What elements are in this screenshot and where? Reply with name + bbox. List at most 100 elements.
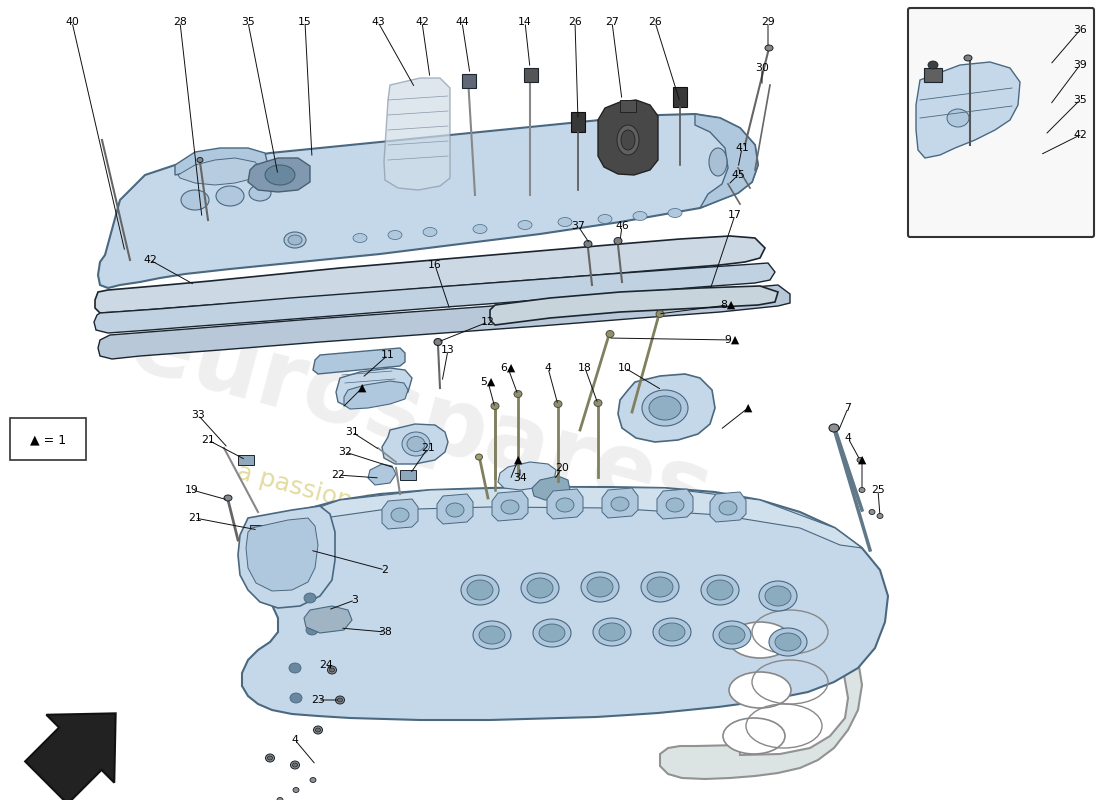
Ellipse shape bbox=[558, 218, 572, 226]
Text: 17: 17 bbox=[728, 210, 741, 220]
Polygon shape bbox=[368, 464, 396, 485]
Ellipse shape bbox=[197, 158, 204, 162]
Text: 8▲: 8▲ bbox=[720, 300, 736, 310]
Ellipse shape bbox=[606, 330, 614, 338]
Polygon shape bbox=[314, 348, 405, 374]
Ellipse shape bbox=[877, 514, 883, 518]
Ellipse shape bbox=[527, 578, 553, 598]
Polygon shape bbox=[695, 114, 758, 208]
Ellipse shape bbox=[556, 498, 574, 512]
Text: 10: 10 bbox=[618, 363, 631, 373]
Ellipse shape bbox=[764, 586, 791, 606]
Ellipse shape bbox=[289, 663, 301, 673]
Text: 5▲: 5▲ bbox=[481, 377, 496, 387]
Ellipse shape bbox=[328, 666, 337, 674]
Ellipse shape bbox=[514, 390, 522, 398]
Ellipse shape bbox=[353, 234, 367, 242]
Text: 39: 39 bbox=[1074, 60, 1087, 70]
Polygon shape bbox=[598, 100, 658, 175]
Ellipse shape bbox=[336, 696, 344, 704]
Text: a passion for parts since 1985: a passion for parts since 1985 bbox=[234, 459, 606, 581]
Text: 15: 15 bbox=[298, 17, 312, 27]
Ellipse shape bbox=[434, 338, 442, 346]
Bar bbox=[924, 68, 942, 82]
Text: 38: 38 bbox=[378, 627, 392, 637]
Ellipse shape bbox=[594, 399, 602, 406]
Text: 20: 20 bbox=[556, 463, 569, 473]
Text: 6▲: 6▲ bbox=[500, 363, 516, 373]
Text: 4: 4 bbox=[292, 735, 298, 745]
Text: 9▲: 9▲ bbox=[725, 335, 739, 345]
Ellipse shape bbox=[769, 628, 807, 656]
Ellipse shape bbox=[701, 575, 739, 605]
Text: 19: 19 bbox=[185, 485, 199, 495]
Bar bbox=[524, 68, 538, 82]
Ellipse shape bbox=[316, 728, 320, 732]
Text: 27: 27 bbox=[605, 17, 619, 27]
Text: 3: 3 bbox=[352, 595, 359, 605]
Text: 35: 35 bbox=[241, 17, 255, 27]
Ellipse shape bbox=[539, 624, 565, 642]
Ellipse shape bbox=[424, 227, 437, 237]
Polygon shape bbox=[246, 518, 318, 591]
FancyBboxPatch shape bbox=[908, 8, 1094, 237]
Ellipse shape bbox=[947, 109, 969, 127]
Ellipse shape bbox=[265, 165, 295, 185]
Text: 28: 28 bbox=[173, 17, 187, 27]
Text: 34: 34 bbox=[513, 473, 527, 483]
Text: ▲: ▲ bbox=[858, 455, 866, 465]
Ellipse shape bbox=[647, 577, 673, 597]
Ellipse shape bbox=[632, 211, 647, 221]
Text: 29: 29 bbox=[761, 17, 774, 27]
Ellipse shape bbox=[293, 763, 297, 767]
Polygon shape bbox=[175, 148, 268, 175]
Polygon shape bbox=[532, 476, 570, 500]
Ellipse shape bbox=[284, 232, 306, 248]
Text: 44: 44 bbox=[455, 17, 469, 27]
Polygon shape bbox=[94, 263, 776, 333]
Bar bbox=[250, 525, 266, 535]
Text: 35: 35 bbox=[1074, 95, 1087, 105]
Ellipse shape bbox=[277, 798, 283, 800]
Ellipse shape bbox=[719, 626, 745, 644]
Ellipse shape bbox=[776, 633, 801, 651]
Text: 32: 32 bbox=[338, 447, 352, 457]
Ellipse shape bbox=[641, 572, 679, 602]
Polygon shape bbox=[660, 592, 862, 779]
Text: 7: 7 bbox=[845, 403, 851, 413]
Ellipse shape bbox=[729, 672, 791, 708]
Text: 24: 24 bbox=[319, 660, 333, 670]
Ellipse shape bbox=[265, 754, 275, 762]
Ellipse shape bbox=[402, 432, 430, 456]
Ellipse shape bbox=[216, 186, 244, 206]
Polygon shape bbox=[242, 487, 888, 720]
Bar bbox=[571, 112, 585, 132]
Polygon shape bbox=[602, 488, 638, 518]
Ellipse shape bbox=[388, 230, 401, 239]
Ellipse shape bbox=[290, 693, 303, 703]
Polygon shape bbox=[618, 374, 715, 442]
Ellipse shape bbox=[649, 396, 681, 420]
Text: 25: 25 bbox=[871, 485, 884, 495]
Polygon shape bbox=[304, 606, 352, 633]
Ellipse shape bbox=[857, 458, 864, 462]
Text: 40: 40 bbox=[65, 17, 79, 27]
Polygon shape bbox=[498, 462, 556, 490]
Text: 30: 30 bbox=[755, 63, 769, 73]
Text: 18: 18 bbox=[579, 363, 592, 373]
Ellipse shape bbox=[518, 221, 532, 230]
Polygon shape bbox=[288, 487, 862, 548]
Ellipse shape bbox=[710, 148, 727, 176]
Ellipse shape bbox=[338, 698, 342, 702]
Bar bbox=[673, 87, 688, 107]
Text: 14: 14 bbox=[518, 17, 532, 27]
Ellipse shape bbox=[310, 778, 316, 782]
Text: eurospares: eurospares bbox=[120, 298, 720, 542]
Text: 46: 46 bbox=[615, 221, 629, 231]
Ellipse shape bbox=[610, 497, 629, 511]
Text: 16: 16 bbox=[428, 260, 442, 270]
Text: 12: 12 bbox=[481, 317, 495, 327]
Polygon shape bbox=[382, 499, 418, 529]
Polygon shape bbox=[490, 286, 778, 325]
Polygon shape bbox=[657, 489, 693, 519]
